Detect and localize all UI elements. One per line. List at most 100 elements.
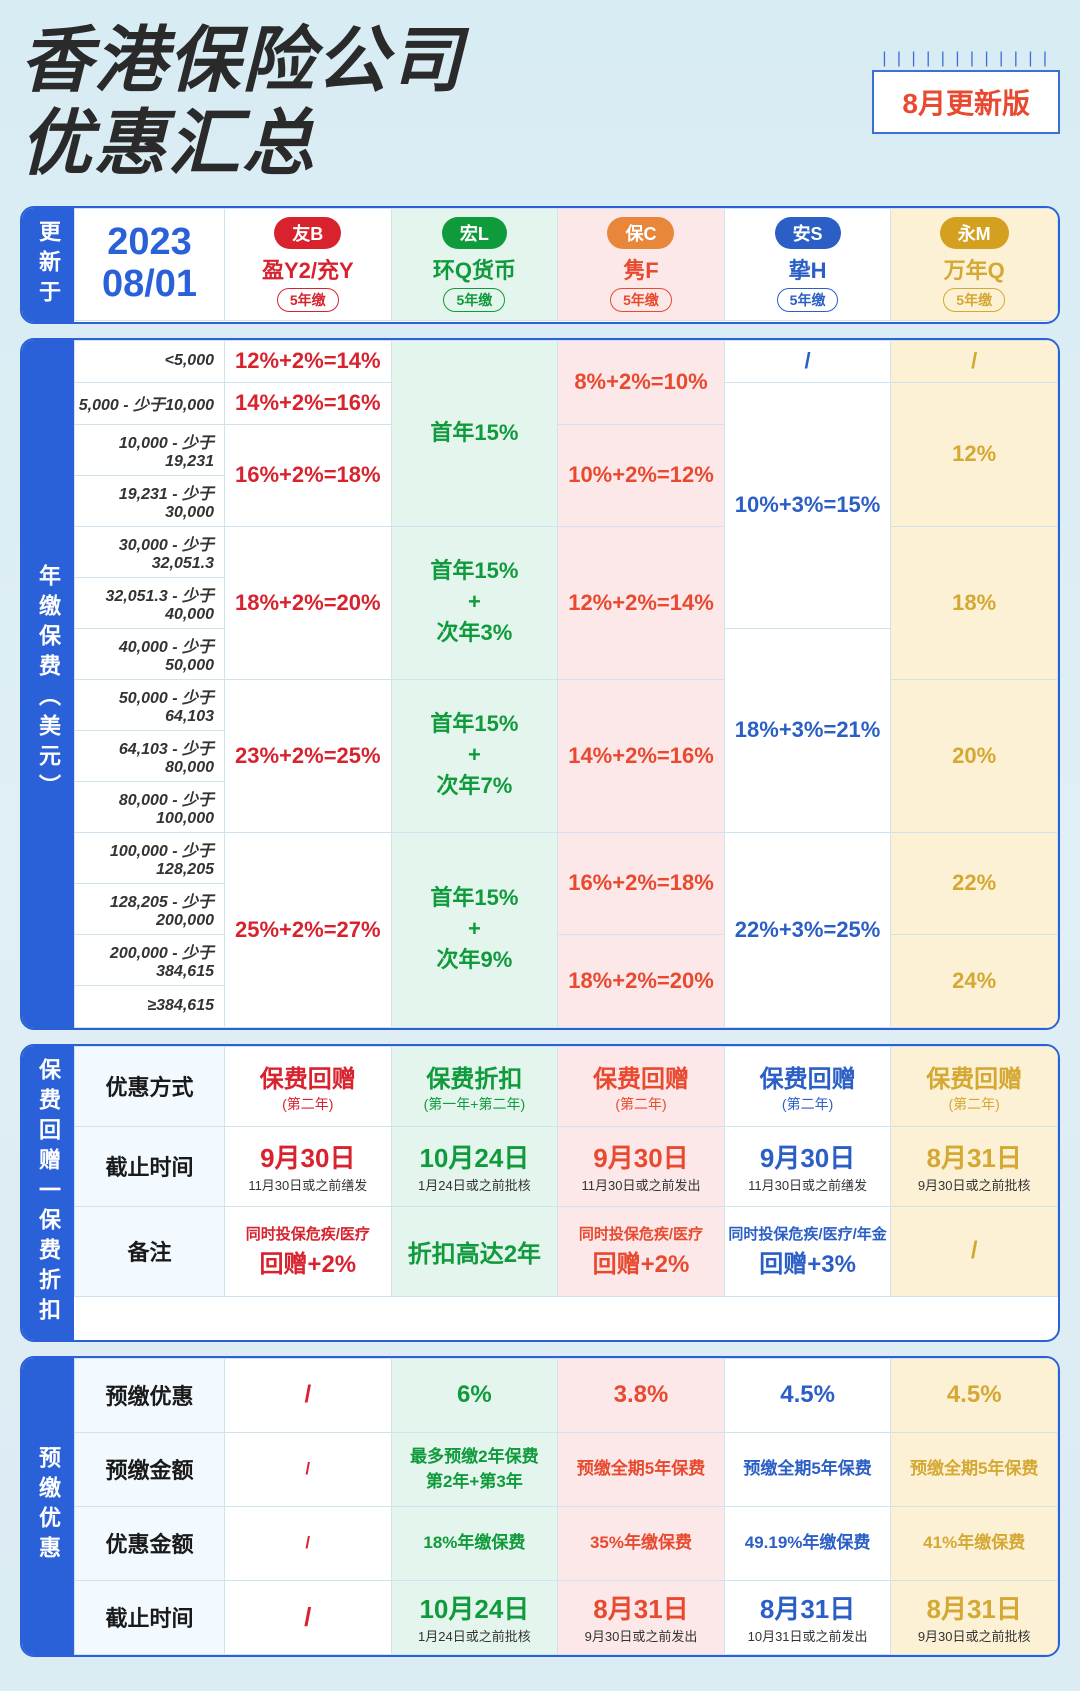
rate-c: 16%+2%=18% — [558, 832, 725, 934]
pay-term: 5年缴 — [443, 288, 505, 312]
rate-a: 12%+2%=14% — [225, 340, 392, 382]
rate-e: 18% — [891, 526, 1058, 679]
discount-cell: 8月31日9月30日或之前批核 — [891, 1126, 1058, 1206]
header: 香港保险公司 优惠汇总 | | | | | | | | | | | | 8月更新… — [20, 20, 1060, 186]
update-date: 202308/01 — [75, 208, 225, 320]
tier-label: 32,051.3 - 少于40,000 — [75, 577, 225, 628]
version-ticks: | | | | | | | | | | | | — [872, 50, 1060, 68]
tier-label: 100,000 - 少于128,205 — [75, 832, 225, 883]
tier-label: <5,000 — [75, 340, 225, 382]
company-header-3: 安S 挚H 5年缴 — [724, 208, 891, 320]
discount-cell: 同时投保危疾/医疗回赠+2% — [225, 1206, 392, 1296]
product-name: 隽F — [560, 253, 722, 285]
main-title: 香港保险公司 优惠汇总 — [20, 20, 464, 186]
company-header-2: 保C 隽F 5年缴 — [558, 208, 725, 320]
pay-term: 5年缴 — [943, 288, 1005, 312]
version-label: 8月更新版 — [872, 70, 1060, 134]
company-tag: 保C — [607, 217, 674, 249]
prepay-row-label: 预缴优惠 — [75, 1358, 225, 1432]
side-label-prepay: 预缴优惠 — [22, 1358, 74, 1655]
rate-a: 14%+2%=16% — [225, 382, 392, 424]
discount-cell: 保费折扣(第一年+第二年) — [391, 1046, 558, 1126]
product-name: 万年Q — [893, 253, 1055, 285]
rate-d: 22%+3%=25% — [724, 832, 891, 1027]
discount-cell: 10月24日1月24日或之前批核 — [391, 1126, 558, 1206]
company-tag: 友B — [274, 217, 341, 249]
discount-cell: 保费回赠(第二年) — [558, 1046, 725, 1126]
company-header-4: 永M 万年Q 5年缴 — [891, 208, 1058, 320]
rate-b: 首年15% + 次年7% — [391, 679, 558, 832]
prepay-cell: 49.19%年缴保费 — [724, 1506, 891, 1580]
prepay-cell: 18%年缴保费 — [391, 1506, 558, 1580]
discount-cell: 保费回赠(第二年) — [891, 1046, 1058, 1126]
company-header-1: 宏L 环Q货币 5年缴 — [391, 208, 558, 320]
section-premium: 年缴保费（美元） <5,00012%+2%=14%首年15%8%+2%=10%/… — [20, 338, 1060, 1030]
product-name: 盈Y2/充Y — [227, 253, 389, 285]
rate-d: 18%+3%=21% — [724, 628, 891, 832]
rate-a: 23%+2%=25% — [225, 679, 392, 832]
header-table: 202308/01 友B 盈Y2/充Y 5年缴 宏L 环Q货币 5年缴 保C 隽… — [74, 208, 1058, 321]
discount-cell: 同时投保危疾/医疗/年金回赠+3% — [724, 1206, 891, 1296]
prepay-cell: 预缴全期5年保费 — [891, 1432, 1058, 1506]
prepay-row-label: 预缴金额 — [75, 1432, 225, 1506]
discount-cell: 折扣高达2年 — [391, 1206, 558, 1296]
prepay-row-label: 优惠金额 — [75, 1506, 225, 1580]
prepay-cell: 最多预缴2年保费 第2年+第3年 — [391, 1432, 558, 1506]
tier-label: 200,000 - 少于384,615 — [75, 934, 225, 985]
company-tag: 宏L — [442, 217, 507, 249]
version-badge: | | | | | | | | | | | | 8月更新版 — [872, 50, 1060, 134]
product-name: 环Q货币 — [394, 253, 556, 285]
side-label-update: 更新于 — [22, 208, 74, 322]
prepay-cell: 8月31日10月31日或之前发出 — [724, 1580, 891, 1654]
rate-e: 12% — [891, 382, 1058, 526]
pay-term: 5年缴 — [610, 288, 672, 312]
discount-table: 优惠方式保费回赠(第二年)保费折扣(第一年+第二年)保费回赠(第二年)保费回赠(… — [74, 1046, 1058, 1297]
prepay-cell: 预缴全期5年保费 — [724, 1432, 891, 1506]
tier-label: 30,000 - 少于32,051.3 — [75, 526, 225, 577]
tier-label: 5,000 - 少于10,000 — [75, 382, 225, 424]
company-header-0: 友B 盈Y2/充Y 5年缴 — [225, 208, 392, 320]
title-line1: 香港保险公司 — [20, 20, 464, 103]
tier-label: 80,000 - 少于100,000 — [75, 781, 225, 832]
discount-row-label: 截止时间 — [75, 1126, 225, 1206]
prepay-row-label: 截止时间 — [75, 1580, 225, 1654]
rate-c: 18%+2%=20% — [558, 934, 725, 1027]
prepay-cell: 10月24日1月24日或之前批核 — [391, 1580, 558, 1654]
prepay-cell: 8月31日9月30日或之前发出 — [558, 1580, 725, 1654]
discount-cell: 保费回赠(第二年) — [225, 1046, 392, 1126]
discount-cell: 9月30日11月30日或之前发出 — [558, 1126, 725, 1206]
tier-label: 19,231 - 少于30,000 — [75, 475, 225, 526]
rate-c: 14%+2%=16% — [558, 679, 725, 832]
prepay-cell: / — [225, 1432, 392, 1506]
discount-cell: 同时投保危疾/医疗回赠+2% — [558, 1206, 725, 1296]
prepay-cell: 35%年缴保费 — [558, 1506, 725, 1580]
prepay-cell: 41%年缴保费 — [891, 1506, 1058, 1580]
rate-a: 18%+2%=20% — [225, 526, 392, 679]
rate-a: 16%+2%=18% — [225, 424, 392, 526]
tier-table: <5,00012%+2%=14%首年15%8%+2%=10%//5,000 - … — [74, 340, 1058, 1028]
tier-label: 128,205 - 少于200,000 — [75, 883, 225, 934]
rate-e: 24% — [891, 934, 1058, 1027]
rate-e: 22% — [891, 832, 1058, 934]
company-tag: 安S — [775, 217, 841, 249]
title-line2: 优惠汇总 — [20, 103, 464, 186]
rate-e: 20% — [891, 679, 1058, 832]
section-update: 更新于 202308/01 友B 盈Y2/充Y 5年缴 宏L 环Q货币 5年缴 … — [20, 206, 1060, 324]
rate-b: 首年15% — [391, 340, 558, 526]
rate-c: 12%+2%=14% — [558, 526, 725, 679]
prepay-cell: / — [225, 1358, 392, 1432]
prepay-table: 预缴优惠/6%3.8%4.5%4.5%预缴金额/最多预缴2年保费 第2年+第3年… — [74, 1358, 1058, 1655]
product-name: 挚H — [727, 253, 889, 285]
rate-e: / — [891, 340, 1058, 382]
pay-term: 5年缴 — [277, 288, 339, 312]
prepay-cell: 预缴全期5年保费 — [558, 1432, 725, 1506]
side-label-premium: 年缴保费（美元） — [22, 340, 74, 1028]
tier-label: 64,103 - 少于80,000 — [75, 730, 225, 781]
pay-term: 5年缴 — [777, 288, 839, 312]
prepay-cell: 4.5% — [891, 1358, 1058, 1432]
rate-d: 10%+3%=15% — [724, 382, 891, 628]
prepay-cell: 6% — [391, 1358, 558, 1432]
discount-cell: 9月30日11月30日或之前缮发 — [724, 1126, 891, 1206]
rate-d: / — [724, 340, 891, 382]
prepay-cell: 8月31日9月30日或之前批核 — [891, 1580, 1058, 1654]
